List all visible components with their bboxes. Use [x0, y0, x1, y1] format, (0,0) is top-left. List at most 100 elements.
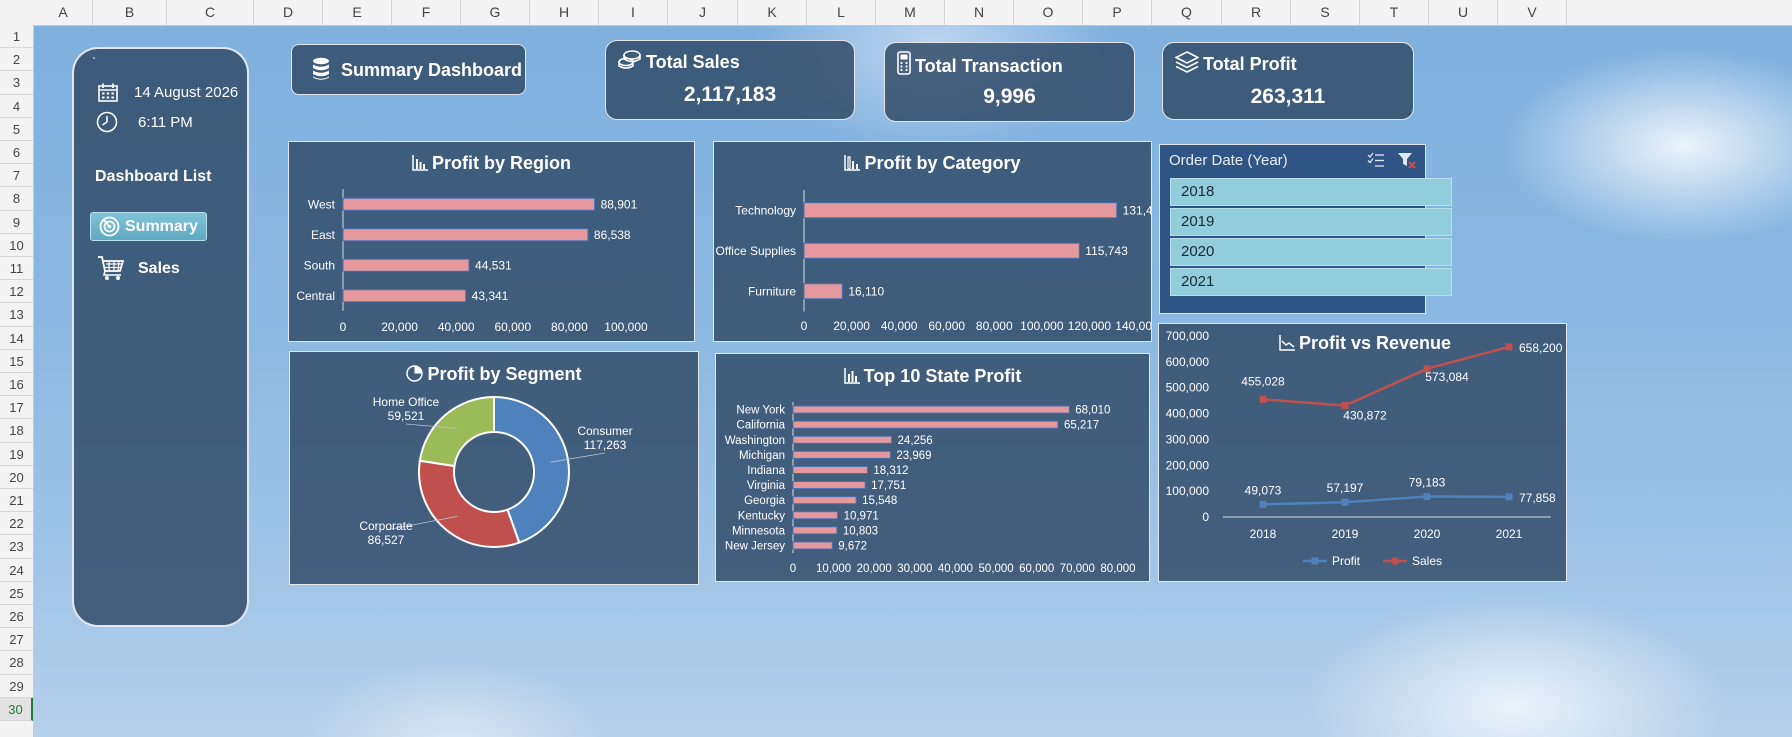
row-header-4[interactable]: 4 [0, 95, 33, 118]
slicer-item-2018[interactable]: 2018 [1170, 178, 1452, 206]
column-header-v[interactable]: V [1498, 0, 1567, 25]
row-header-6[interactable]: 6 [0, 141, 33, 165]
row-header-7[interactable]: 7 [0, 164, 33, 188]
row-header-11[interactable]: 11 [0, 257, 33, 281]
kpi-total-sales-value: 2,117,183 [683, 83, 777, 106]
row-header-28[interactable]: 28 [0, 651, 33, 675]
x-tick-label: 10,000 [816, 563, 851, 575]
row-header-24[interactable]: 24 [0, 559, 33, 582]
column-header-a[interactable]: A [34, 0, 93, 25]
nav-sales-button[interactable]: Sales [94, 254, 214, 284]
row-header-22[interactable]: 22 [0, 512, 33, 536]
kpi-total-transaction-title-wrap: Total Transaction [897, 51, 1063, 77]
row-header-16[interactable]: 16 [0, 373, 33, 397]
order-date-year-slicer[interactable]: Order Date (Year) 2018 2019 2020 2021 [1159, 144, 1452, 314]
column-header-h[interactable]: H [530, 0, 599, 25]
profit-vs-revenue-plot: 0 100,000 200,000 300,000 400,000 500,000 600,… [1166, 329, 1563, 568]
column-header-s[interactable]: S [1291, 0, 1360, 25]
data-label-michigan: 23,969 [896, 450, 931, 462]
nav-summary-button[interactable]: Summary [90, 212, 207, 241]
column-header-d[interactable]: D [254, 0, 323, 25]
row-header-19[interactable]: 19 [0, 443, 33, 466]
bar-east [342, 228, 589, 242]
bar-new-jersey [792, 541, 833, 550]
category-label-central: Central [296, 289, 335, 303]
row-header-13[interactable]: 13 [0, 303, 33, 327]
slicer-item-2020[interactable]: 2020 [1170, 238, 1452, 266]
slicer-item-2019[interactable]: 2019 [1170, 208, 1452, 236]
column-header-t[interactable]: T [1360, 0, 1429, 25]
page-title: Summary Dashboard [341, 60, 523, 80]
column-header-q[interactable]: Q [1152, 0, 1222, 25]
column-header-b[interactable]: B [93, 0, 167, 25]
column-header-m[interactable]: M [876, 0, 945, 25]
row-header-18[interactable]: 18 [0, 419, 33, 443]
column-header-o[interactable]: O [1014, 0, 1083, 25]
marker-profit-2018 [1259, 500, 1267, 508]
row-header-9[interactable]: 9 [0, 211, 33, 234]
bar-kentucky [792, 511, 839, 520]
row-header-17[interactable]: 17 [0, 396, 33, 420]
x-tick-label: 40,000 [881, 319, 918, 333]
category-label-minnesota: Minnesota [732, 525, 786, 537]
column-header-k[interactable]: K [738, 0, 807, 25]
x-tick-label: 0 [801, 319, 808, 333]
column-header-j[interactable]: J [668, 0, 738, 25]
profit-vs-revenue-chart[interactable]: Profit vs Revenue 0 100,000 200,000 300,000… [1158, 323, 1567, 582]
row-header-5[interactable]: 5 [0, 118, 33, 141]
bar-indiana [792, 465, 868, 474]
data-label-indiana: 18,312 [873, 465, 908, 477]
row-header-29[interactable]: 29 [0, 675, 33, 698]
column-header-f[interactable]: F [392, 0, 461, 25]
slicer-title: Order Date (Year) [1169, 152, 1288, 169]
slicer-item-2021[interactable]: 2021 [1170, 268, 1452, 296]
row-header-3[interactable]: 3 [0, 71, 33, 95]
data-label-profit-2020: 79,183 [1409, 476, 1446, 490]
column-header-r[interactable]: R [1222, 0, 1291, 25]
row-header-21[interactable]: 21 [0, 489, 33, 513]
profit-by-category-chart[interactable]: Profit by Category Technology 131,458 Offi… [713, 141, 1152, 342]
column-header-p[interactable]: P [1083, 0, 1152, 25]
column-header-n[interactable]: N [945, 0, 1014, 25]
chart-title: Top 10 State Profit [863, 366, 1022, 386]
row-header-1[interactable]: 1 [0, 25, 33, 49]
profit-by-category-title-wrap: Profit by Category [714, 153, 1151, 174]
row-header-10[interactable]: 10 [0, 234, 33, 257]
column-header-g[interactable]: G [461, 0, 530, 25]
top-10-state-profit-chart[interactable]: Top 10 State Profit New York 68,010 Califo… [715, 353, 1150, 582]
row-header-30[interactable]: 30 [0, 697, 33, 721]
clear-filter-icon[interactable] [1397, 152, 1417, 175]
x-tick-label: 60,000 [494, 320, 531, 334]
multi-select-icon[interactable] [1367, 152, 1385, 173]
category-label-kentucky: Kentucky [738, 510, 786, 522]
column-header-l[interactable]: L [807, 0, 876, 25]
row-header-26[interactable]: 26 [0, 605, 33, 629]
kpi-total-sales-title: Total Sales [646, 52, 740, 72]
profit-by-segment-title-wrap: Profit by Segment [290, 364, 698, 385]
x-tick-label: 20,000 [833, 319, 870, 333]
tick-mark: ` [92, 55, 96, 69]
current-date: 14 August 2026 [134, 84, 239, 101]
column-header-i[interactable]: I [599, 0, 668, 25]
kpi-total-profit-value: 263,311 [1250, 85, 1326, 108]
row-header-20[interactable]: 20 [0, 466, 33, 489]
profit-by-segment-chart[interactable]: Profit by Segment Consumer 117,263 Corpora… [289, 351, 699, 585]
row-header-15[interactable]: 15 [0, 350, 33, 373]
profit-by-region-chart[interactable]: Profit by Region West 88,901 East 86,538 Sou… [288, 141, 695, 342]
row-header-14[interactable]: 14 [0, 327, 33, 350]
column-header-c[interactable]: C [167, 0, 254, 25]
row-header-25[interactable]: 25 [0, 582, 33, 605]
column-header-u[interactable]: U [1429, 0, 1498, 25]
row-header-27[interactable]: 27 [0, 628, 33, 652]
y-tick-label: 700,000 [1166, 329, 1210, 343]
row-header-2[interactable]: 2 [0, 48, 33, 72]
category-label-furniture: Furniture [748, 284, 796, 298]
line-series-profit [1262, 495, 1510, 506]
kpi-total-profit-card: Total Profit 263,311 [1162, 42, 1414, 120]
row-header-23[interactable]: 23 [0, 535, 33, 559]
row-header-8[interactable]: 8 [0, 187, 33, 211]
kpi-total-sales-card: Total Sales 2,117,183 [605, 40, 855, 120]
column-header-e[interactable]: E [323, 0, 392, 25]
row-header-12[interactable]: 12 [0, 280, 33, 304]
